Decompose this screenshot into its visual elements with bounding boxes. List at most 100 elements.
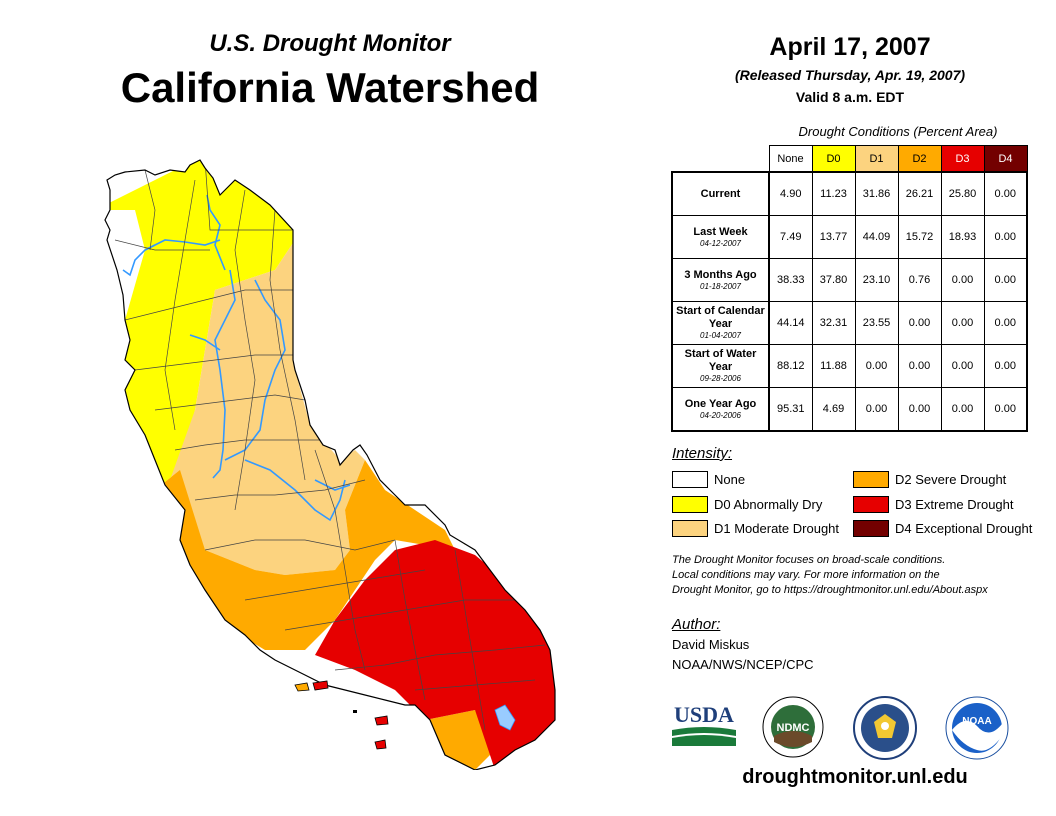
row-date: 09-28-2006 bbox=[700, 374, 741, 383]
island bbox=[312, 680, 329, 691]
commerce-seal bbox=[853, 696, 917, 760]
table-row: One Year Ago 04-20-2006 95.31 4.69 0.00 0.00 0… bbox=[671, 387, 1028, 432]
row-date: 01-18-2007 bbox=[700, 281, 741, 291]
svg-text:NOAA: NOAA bbox=[962, 716, 991, 727]
drought-conditions-table: None D0 D1 D2 D3 D4 Current 4.90 11.23 31.8… bbox=[671, 145, 1028, 432]
table-row: 3 Months Ago 01-18-2007 38.33 37.80 23.10 0.7… bbox=[671, 258, 1028, 302]
table-row: Current 4.90 11.23 31.86 26.21 25.80 0.00 bbox=[671, 171, 1028, 216]
table-cell: 95.31 bbox=[768, 387, 813, 432]
col-d1: D1 bbox=[854, 145, 899, 173]
row-date: 04-20-2006 bbox=[700, 410, 741, 420]
col-d4: D4 bbox=[983, 145, 1028, 173]
legend-title: Intensity: bbox=[672, 445, 733, 462]
legend-item-d0: D0 Abnormally Dry bbox=[672, 496, 822, 513]
island bbox=[294, 682, 310, 692]
svg-text:NDMC: NDMC bbox=[777, 722, 810, 734]
table-cell: 4.69 bbox=[811, 387, 856, 432]
island bbox=[353, 710, 357, 713]
table-cell: 0.00 bbox=[940, 258, 985, 302]
table-cell: 7.49 bbox=[768, 215, 813, 259]
table-cell: 0.00 bbox=[983, 387, 1028, 432]
table-cell: 11.23 bbox=[811, 171, 856, 216]
table-row: Start of Calendar Year 01-04-2007 44.14 32.… bbox=[671, 301, 1028, 345]
col-d3: D3 bbox=[940, 145, 985, 173]
table-cell: 44.14 bbox=[768, 301, 813, 345]
table-cell: 0.00 bbox=[897, 344, 942, 388]
author-name: David Miskus bbox=[672, 637, 750, 652]
map-date: April 17, 2007 bbox=[769, 33, 931, 61]
legend-item-d1: D1 Moderate Drought bbox=[672, 520, 839, 537]
legend-item-d3: D3 Extreme Drought bbox=[853, 496, 1014, 513]
state-outline bbox=[104, 159, 556, 770]
table-cell: 0.00 bbox=[983, 344, 1028, 388]
legend-swatch bbox=[672, 520, 708, 537]
table-cell: 0.00 bbox=[940, 301, 985, 345]
legend-swatch bbox=[853, 520, 889, 537]
col-d2: D2 bbox=[897, 145, 942, 173]
table-cell: 23.55 bbox=[854, 301, 899, 345]
table-cell: 0.00 bbox=[983, 215, 1028, 259]
island bbox=[374, 739, 387, 750]
table-cell: 15.72 bbox=[897, 215, 942, 259]
legend-item-d4: D4 Exceptional Drought bbox=[853, 520, 1032, 537]
table-cell: 23.10 bbox=[854, 258, 899, 302]
table-cell: 18.93 bbox=[940, 215, 985, 259]
conditions-caption: Drought Conditions (Percent Area) bbox=[798, 124, 998, 139]
d0-area bbox=[105, 160, 295, 490]
row-label: One Year Ago 04-20-2006 bbox=[671, 387, 770, 432]
legend-swatch bbox=[853, 496, 889, 513]
legend-item-d2: D2 Severe Drought bbox=[853, 471, 1006, 488]
table-cell: 38.33 bbox=[768, 258, 813, 302]
legend-swatch bbox=[672, 496, 708, 513]
table-cell: 0.00 bbox=[983, 301, 1028, 345]
d2-area bbox=[155, 460, 455, 650]
col-none: None bbox=[768, 145, 813, 173]
table-cell: 26.21 bbox=[897, 171, 942, 216]
row-date: 01-04-2007 bbox=[700, 331, 741, 340]
table-cell: 88.12 bbox=[768, 344, 813, 388]
table-cell: 37.80 bbox=[811, 258, 856, 302]
island bbox=[374, 715, 389, 726]
drought-monitor-note: The Drought Monitor focuses on broad-sca… bbox=[672, 554, 988, 596]
table-cell: 0.00 bbox=[897, 301, 942, 345]
col-d0: D0 bbox=[811, 145, 856, 173]
table-row: Start of Water Year 09-28-2006 88.12 11.88 0… bbox=[671, 344, 1028, 388]
d1-area bbox=[170, 240, 365, 575]
row-label: Last Week 04-12-2007 bbox=[671, 215, 770, 259]
table-cell: 13.77 bbox=[811, 215, 856, 259]
table-cell: 32.31 bbox=[811, 301, 856, 345]
legend-swatch bbox=[672, 471, 708, 488]
table-cell: 0.00 bbox=[940, 344, 985, 388]
table-cell: 25.80 bbox=[940, 171, 985, 216]
legend-swatch bbox=[853, 471, 889, 488]
valid-time: Valid 8 a.m. EDT bbox=[795, 89, 905, 105]
row-label: Start of Water Year 09-28-2006 bbox=[671, 344, 770, 388]
table-cell: 0.00 bbox=[983, 258, 1028, 302]
row-label: Current bbox=[671, 171, 770, 216]
california-drought-map bbox=[104, 159, 556, 770]
release-date: (Released Thursday, Apr. 19, 2007) bbox=[734, 67, 966, 83]
legend-item-none: None bbox=[672, 471, 745, 488]
watershed-boundaries bbox=[114, 160, 546, 731]
row-label: Start of Calendar Year 01-04-2007 bbox=[671, 301, 770, 345]
table-cell: 11.88 bbox=[811, 344, 856, 388]
website-url[interactable]: droughtmonitor.unl.edu bbox=[742, 766, 968, 788]
table-cell: 0.76 bbox=[897, 258, 942, 302]
table-row: Last Week 04-12-2007 7.49 13.77 44.09 15.72 18… bbox=[671, 215, 1028, 259]
table-cell: 0.00 bbox=[983, 171, 1028, 216]
svg-text:USDA: USDA bbox=[674, 702, 734, 727]
map-title: California Watershed bbox=[120, 64, 540, 111]
table-cell: 4.90 bbox=[768, 171, 813, 216]
table-cell: 44.09 bbox=[854, 215, 899, 259]
table-cell: 0.00 bbox=[897, 387, 942, 432]
row-date: 04-12-2007 bbox=[700, 238, 741, 248]
noaa-logo: NOAA bbox=[945, 696, 1009, 760]
row-label: 3 Months Ago 01-18-2007 bbox=[671, 258, 770, 302]
table-cell: 31.86 bbox=[854, 171, 899, 216]
salton-sea bbox=[494, 704, 516, 731]
table-cell: 0.00 bbox=[854, 387, 899, 432]
usda-logo: USDA bbox=[672, 702, 736, 746]
map-subtitle: U.S. Drought Monitor bbox=[209, 30, 451, 57]
author-org: NOAA/NWS/NCEP/CPC bbox=[672, 657, 814, 672]
author-title: Author: bbox=[672, 616, 721, 633]
